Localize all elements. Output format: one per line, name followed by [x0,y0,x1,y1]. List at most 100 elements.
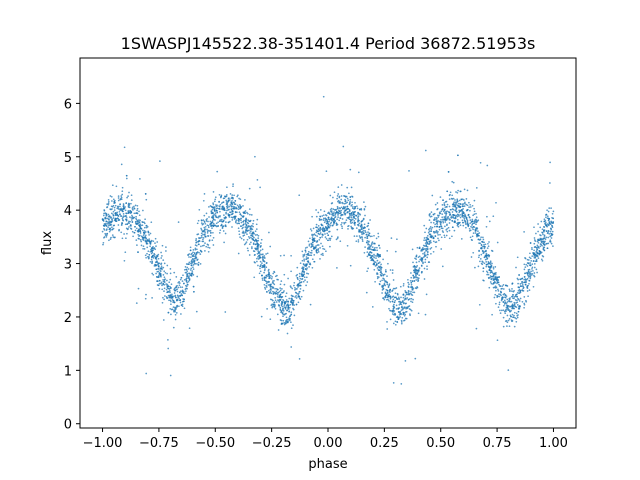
data-point [549,239,552,242]
data-point [533,239,536,241]
data-point [514,317,516,319]
data-point [136,207,139,210]
data-point [218,193,221,196]
data-point [321,229,324,232]
data-point [189,246,192,249]
data-point [325,222,328,225]
data-point [209,229,212,232]
data-point [477,238,480,241]
data-point [215,222,218,225]
data-point [300,273,303,276]
data-point [108,224,110,227]
data-point [319,236,322,239]
data-point [266,275,268,278]
data-point [516,291,519,294]
data-point [315,245,317,247]
data-point [209,234,212,237]
data-point [376,249,378,252]
data-point [389,301,392,303]
data-point [279,309,282,311]
data-point [454,216,457,218]
data-point [552,217,554,220]
data-point [403,319,405,322]
data-point [350,186,353,189]
data-point [184,288,187,291]
data-point [158,262,161,265]
data-point [368,232,371,235]
data-point [447,171,450,173]
data-point [478,254,481,257]
data-point [400,322,403,325]
data-point [262,253,264,256]
data-point [545,214,547,216]
data-point [134,225,136,228]
data-point [312,246,315,248]
data-point [125,174,128,177]
data-point [523,275,526,278]
data-point [150,247,153,249]
data-point [134,229,137,232]
data-point [448,205,451,208]
data-point [245,229,247,232]
data-point [163,270,166,273]
data-point [309,254,311,257]
data-point [516,256,519,259]
x-tick-label: −1.00 [83,436,123,451]
data-point [310,243,313,246]
data-point [499,312,502,314]
data-point [367,231,369,233]
data-point [330,219,333,221]
data-point [261,262,263,264]
data-point [367,254,370,256]
data-point [484,246,486,248]
data-point [333,221,336,224]
data-point [519,285,522,287]
data-point [192,251,194,254]
data-point [445,229,448,231]
data-point [459,213,462,216]
data-point [485,252,488,255]
data-point [477,256,480,259]
data-point [221,227,224,230]
data-point [195,241,197,244]
data-point [478,250,480,252]
data-point [183,278,186,281]
data-point [451,211,454,213]
data-point [430,228,433,230]
data-point [376,253,379,255]
data-point [400,301,402,304]
data-point [472,232,475,234]
data-point [181,290,184,293]
data-point [443,208,446,211]
data-point [360,221,363,223]
data-point [259,249,262,252]
data-point [287,300,290,303]
data-point [264,268,266,270]
data-point [106,232,109,235]
data-point [410,300,412,303]
data-point [213,200,216,203]
data-point [357,240,360,243]
data-point [192,274,195,276]
data-point [500,298,503,301]
data-point [428,261,431,263]
data-point [506,321,509,324]
data-point [422,262,424,265]
data-point [397,298,400,300]
data-point [279,299,282,301]
data-point [281,302,284,305]
data-point [179,299,181,302]
data-point [307,272,310,275]
data-point [187,254,189,256]
data-point [112,236,115,238]
data-point [299,277,302,280]
data-point [210,223,212,225]
data-point [269,274,272,277]
data-point [214,196,217,199]
data-point [415,261,418,264]
data-point [528,268,531,271]
data-point [231,200,233,202]
data-point [536,271,538,274]
data-point [473,213,476,216]
data-point [338,207,341,209]
